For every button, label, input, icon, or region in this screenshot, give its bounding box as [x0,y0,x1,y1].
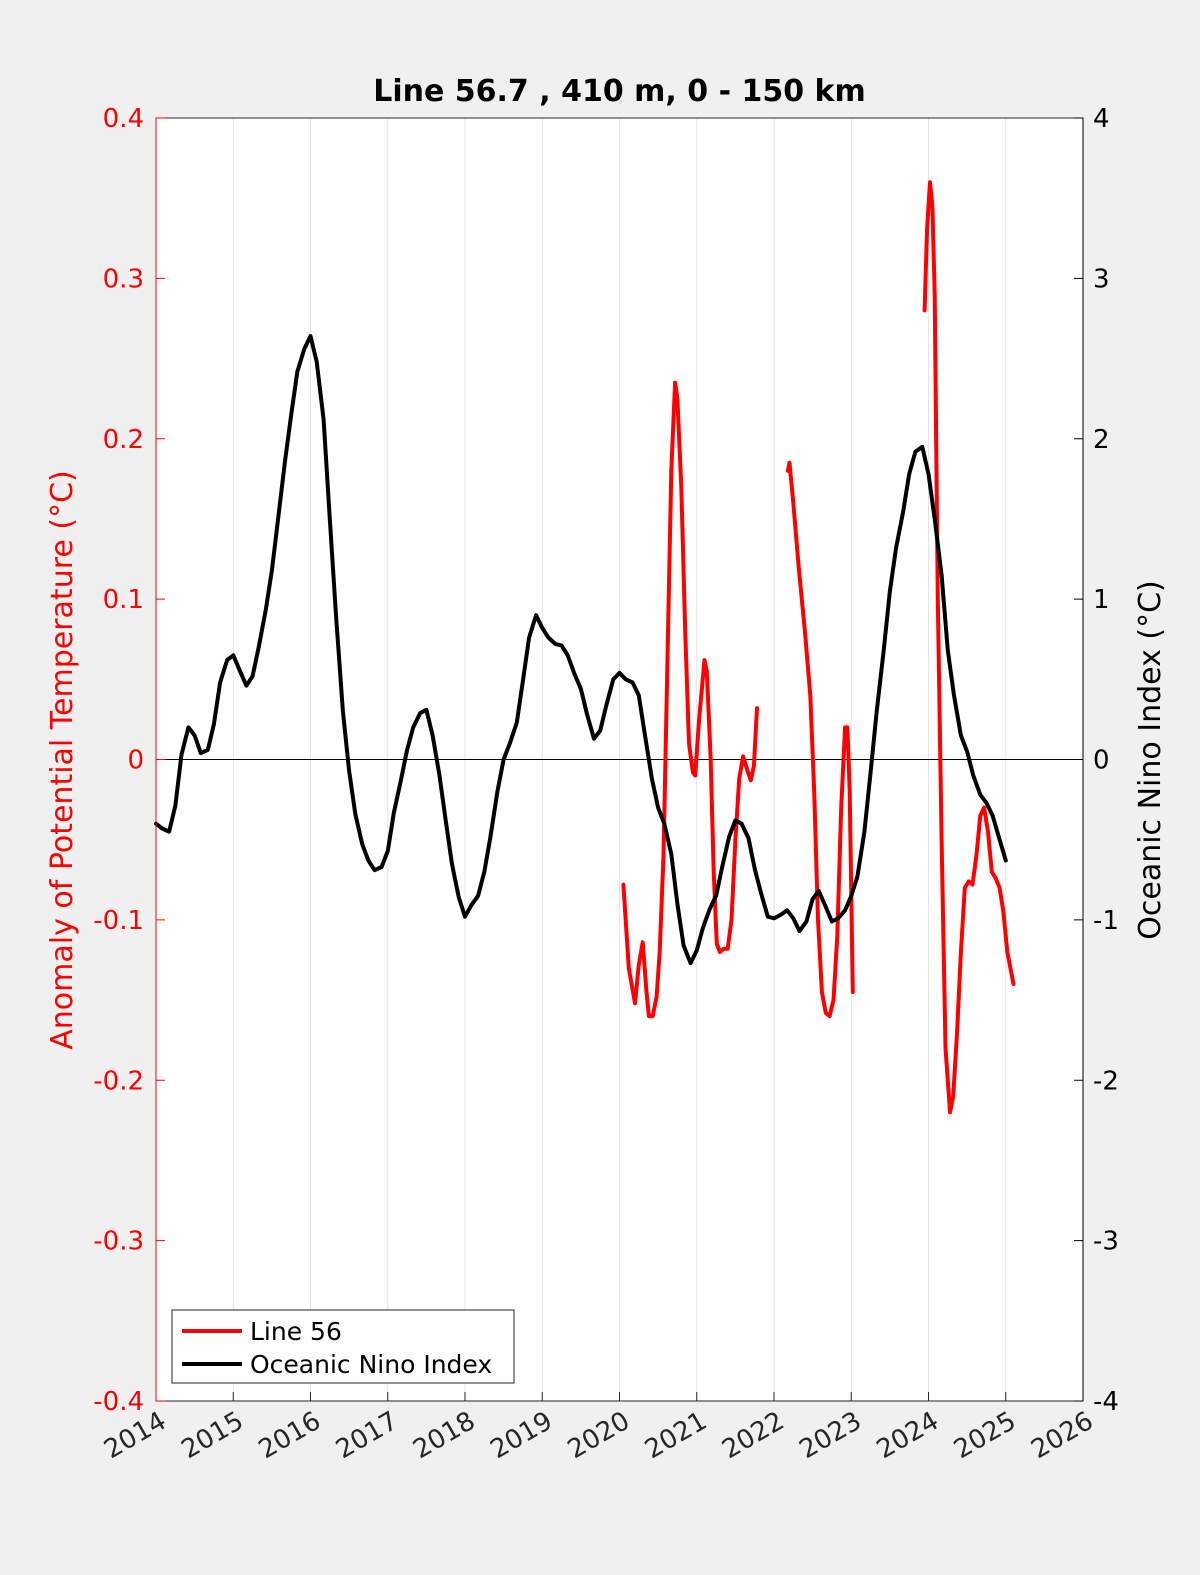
y-right-tick-label: 1 [1093,585,1110,615]
chart-title: Line 56.7 , 410 m, 0 - 150 km [373,74,866,109]
y-right-tick-label: -3 [1093,1227,1119,1257]
y-axis-right-label: Oceanic Nino Index (°C) [1133,580,1168,940]
y-left-tick-label: 0.2 [103,425,144,455]
y-right-tick-label: 0 [1093,746,1110,776]
legend-label-line56: Line 56 [250,1317,342,1346]
y-left-tick-label: 0 [127,746,144,776]
y-left-tick-label: -0.4 [93,1387,144,1417]
y-left-tick-label: -0.3 [93,1227,144,1257]
oni-series-line [154,334,1008,966]
axes: 2014 2015 2016 2017 2018 2019 2020 2021 2022 2023… [93,104,1119,1465]
y-right-tick-label: 4 [1093,104,1110,134]
y-right-tick-label: 2 [1093,425,1110,455]
line56-series-segment [621,380,759,1019]
y-left-tick-label: -0.2 [93,1066,144,1096]
legend: Line 56 Oceanic Nino Index [171,1309,515,1384]
y-left-tick-label: 0.3 [103,264,144,294]
y-right-tick-label: -2 [1093,1066,1119,1096]
y-right-tick-label: 3 [1093,264,1110,294]
y-left-tick-label: 0.4 [103,104,144,134]
y-left-tick-label: -0.1 [93,906,144,936]
y-left-tick-label: 0.1 [103,585,144,615]
line56-series-segment [785,460,855,1019]
y-right-tick-label: -4 [1093,1387,1119,1417]
y-axis-left-label: Anomaly of Potential Temperature (°C) [45,470,80,1049]
legend-box [171,1309,515,1384]
series-layer [154,180,1016,1115]
legend-label-oni: Oceanic Nino Index [250,1350,492,1379]
y-right-tick-label: -1 [1093,906,1119,936]
line56-series-segment [922,180,1016,1115]
